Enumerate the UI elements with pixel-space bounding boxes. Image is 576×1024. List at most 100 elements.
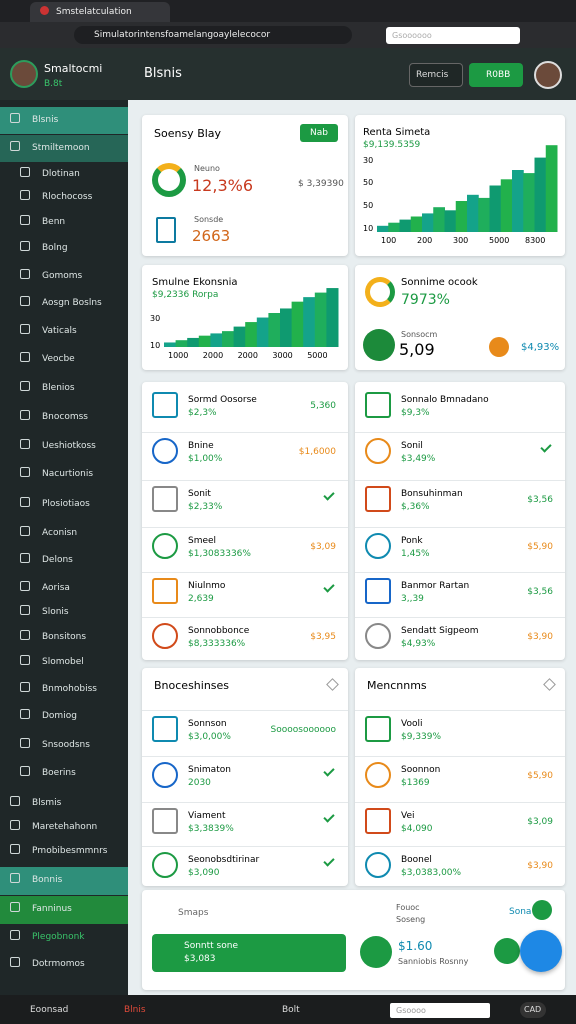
- sidebar-item[interactable]: Veocbe: [42, 354, 75, 364]
- star-icon[interactable]: [326, 678, 339, 691]
- row-name: Seonobsdtirinar: [188, 855, 260, 865]
- row-action[interactable]: [323, 581, 335, 593]
- sidebar-item[interactable]: Blsnis: [32, 115, 59, 125]
- user-status: B.8t: [44, 79, 63, 89]
- metric-side: $ 3,39390: [298, 179, 344, 189]
- value-icon: [360, 936, 392, 968]
- bar: [523, 173, 535, 232]
- row-divider: [355, 527, 565, 528]
- sidebar-item[interactable]: Domiog: [42, 711, 77, 721]
- sidebar-item[interactable]: Slomobel: [42, 657, 84, 667]
- fab[interactable]: [520, 930, 562, 972]
- ratio-card: Sonnime ocook 7973% Sonsocm 5,09 $4,93%: [355, 265, 565, 370]
- row-right: $3,09: [310, 542, 336, 552]
- header-button[interactable]: [409, 63, 463, 87]
- taskbar-item[interactable]: Eoonsad: [30, 1005, 69, 1015]
- x-axis-label: 1000: [168, 351, 189, 360]
- sidebar-item[interactable]: Bnmohobiss: [42, 684, 97, 694]
- sidebar-item[interactable]: Bonsitons: [42, 632, 87, 642]
- row-action[interactable]: [323, 765, 335, 777]
- row-action[interactable]: [323, 489, 335, 501]
- page-title: Blsnis: [144, 66, 182, 81]
- taskbar-item[interactable]: Bolt: [282, 1005, 300, 1015]
- bar: [164, 342, 177, 347]
- sidebar-item[interactable]: Nacurtionis: [42, 469, 94, 479]
- sidebar-item[interactable]: Ueshiotkoss: [42, 441, 96, 451]
- x-axis-label: 300: [453, 236, 469, 245]
- footer-value-sub: Sanniobis Rosnny: [398, 957, 469, 966]
- row-value: $3,0383,00%: [401, 868, 462, 878]
- card-button[interactable]: [300, 124, 338, 142]
- action-button[interactable]: [469, 63, 523, 87]
- sidebar-item[interactable]: Vaticals: [42, 326, 77, 336]
- sidebar-item[interactable]: Blsmis: [32, 798, 62, 808]
- row-right: $3,90: [527, 861, 553, 871]
- sidebar-item[interactable]: Dlotinan: [42, 169, 80, 179]
- sidebar-item[interactable]: Rlochocoss: [42, 192, 93, 202]
- sidebar-item[interactable]: Aosgn Boslns: [42, 298, 102, 308]
- sidebar-item[interactable]: Blenios: [42, 383, 75, 393]
- star-icon[interactable]: [543, 678, 556, 691]
- search-field[interactable]: [386, 27, 520, 44]
- footer-button-sub[interactable]: $3,083: [184, 954, 216, 964]
- sidebar-item[interactable]: Bolng: [42, 243, 68, 253]
- sidebar-item[interactable]: Fanninus: [32, 904, 72, 914]
- card-button-label[interactable]: Nab: [310, 128, 328, 138]
- tab-title: Smstelatculation: [56, 7, 132, 17]
- row-icon: [152, 533, 178, 559]
- taskbar-search-text[interactable]: Gsoooo: [396, 1006, 426, 1015]
- sidebar-item[interactable]: Aconisn: [42, 528, 78, 538]
- sidebar-item[interactable]: Maretehahonn: [32, 822, 98, 832]
- sidebar-item[interactable]: Stmiltemoon: [32, 143, 90, 153]
- sidebar-icon: [10, 796, 20, 806]
- sidebar-item[interactable]: Benn: [42, 217, 66, 227]
- row-action[interactable]: [323, 855, 335, 867]
- taskbar-item[interactable]: Blnis: [124, 1005, 146, 1015]
- row-divider: [355, 710, 565, 711]
- sidebar-item[interactable]: Dotrmomos: [32, 959, 85, 969]
- bar: [314, 292, 327, 347]
- row-value: $9,3%: [401, 408, 430, 418]
- row-right: $1,6000: [298, 447, 336, 457]
- row-value: $1,00%: [188, 454, 223, 464]
- footer-label: Smaps: [178, 908, 209, 918]
- bar: [433, 207, 445, 232]
- row-action[interactable]: [323, 811, 335, 823]
- row-icon: [365, 762, 391, 788]
- sidebar-item[interactable]: Delons: [42, 555, 73, 565]
- action-button-label[interactable]: R0BB: [486, 70, 511, 80]
- sidebar-item[interactable]: Boerins: [42, 768, 76, 778]
- row-right: $3,95: [310, 632, 336, 642]
- sidebar-item[interactable]: Plegobnonk: [32, 932, 85, 942]
- sidebar-item[interactable]: Plosiotiaos: [42, 499, 90, 509]
- row-name: Sendatt Sigpeom: [401, 626, 479, 636]
- row-icon: [152, 852, 178, 878]
- sidebar-item[interactable]: Bnocomss: [42, 412, 88, 422]
- sidebar-item[interactable]: Bonnis: [32, 875, 63, 885]
- row-name: Vooli: [401, 719, 423, 729]
- bar: [455, 201, 468, 232]
- sidebar-item[interactable]: Pmobibesmmnrs: [32, 846, 108, 856]
- footer-button-title[interactable]: Sonntt sone: [184, 941, 238, 951]
- header-button-label[interactable]: Remcis: [416, 70, 449, 80]
- taskbar-search[interactable]: [390, 1003, 490, 1018]
- bar: [410, 216, 423, 232]
- user-name: Smaltocmi: [44, 62, 103, 75]
- sidebar-item[interactable]: Gomoms: [42, 271, 83, 281]
- row-name: Sonnson: [188, 719, 227, 729]
- sidebar-item[interactable]: Aorisa: [42, 583, 70, 593]
- footer-button[interactable]: [152, 934, 346, 972]
- sidebar-active: [0, 135, 128, 162]
- row-divider: [142, 480, 348, 481]
- row-action[interactable]: [540, 441, 552, 453]
- row-value: $4,090: [401, 824, 433, 834]
- sidebar-icon: [10, 820, 20, 830]
- sidebar-item[interactable]: Snsoodsns: [42, 740, 90, 750]
- chart-subtitle: $9,2336 Rorpa: [152, 290, 219, 300]
- row-name: Bonsuhinman: [401, 489, 463, 499]
- sidebar-item[interactable]: Slonis: [42, 607, 69, 617]
- sidebar-icon: [20, 352, 30, 362]
- row-right: $3,56: [527, 495, 553, 505]
- y-axis-label: 50: [363, 178, 374, 187]
